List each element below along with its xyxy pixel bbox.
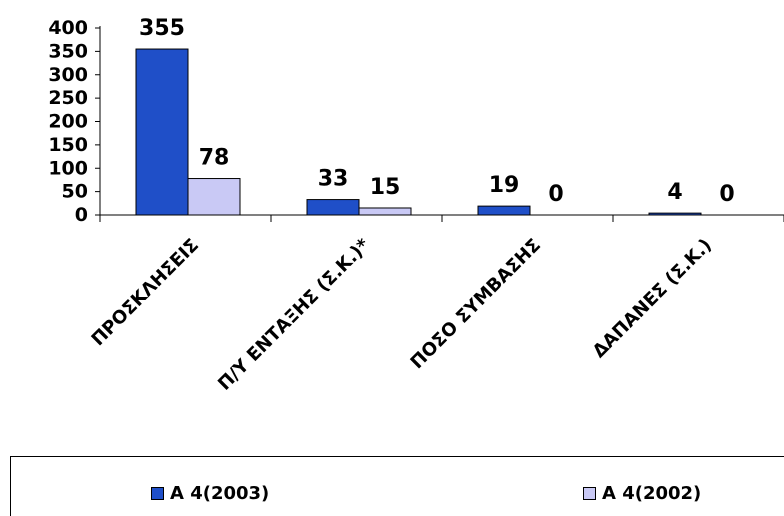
y-tick-label: 100 (48, 157, 88, 179)
data-label: 15 (370, 175, 401, 200)
legend-swatch-2003 (151, 487, 164, 500)
legend-item-2002: A 4(2002) (583, 483, 701, 504)
data-label: 33 (318, 167, 349, 192)
data-labels: 355 78 33 15 19 0 4 0 (139, 16, 735, 207)
y-tick-label: 250 (48, 87, 88, 109)
bar-2002 (358, 207, 412, 216)
y-tick-label: 200 (48, 111, 88, 133)
legend-label-2002: A 4(2002) (602, 483, 702, 504)
x-axis: ΠΡΟΣΚΛΗΣΕΙΣ Π/Υ ΕΝΤΑΞΗΣ (Σ.Κ.)* ΠΟΣΟ ΣΥΜΒΑ… (88, 214, 784, 395)
bar-2003 (306, 199, 360, 216)
bar-2002 (187, 178, 241, 216)
legend-swatch-2002 (583, 487, 596, 500)
data-label: 78 (199, 146, 230, 171)
y-tick-label: 300 (48, 64, 88, 86)
x-tick-label: Π/Υ ΕΝΤΑΞΗΣ (Σ.Κ.)* (214, 234, 374, 394)
bar-2003 (135, 48, 189, 216)
x-tick-label: ΔΑΠΑΝΕΣ (Σ.Κ.) (589, 235, 716, 362)
bars (135, 48, 702, 216)
y-tick-label: 150 (48, 134, 88, 156)
y-tick-label: 50 (62, 181, 88, 203)
data-label: 0 (719, 182, 734, 207)
y-tick-label: 400 (48, 17, 88, 39)
x-tick-label: ΠΡΟΣΚΛΗΣΕΙΣ (88, 235, 204, 351)
legend-label-2003: A 4(2003) (170, 483, 270, 504)
bar-2003 (477, 205, 531, 216)
legend: A 4(2003) A 4(2002) (10, 456, 784, 516)
x-tick-label: ΠΟΣΟ ΣΥΜΒΑΣΗΣ (407, 235, 545, 373)
y-tick-label: 350 (48, 40, 88, 62)
legend-item-2003: A 4(2003) (151, 483, 269, 504)
data-label: 4 (667, 180, 682, 205)
data-label: 19 (489, 173, 520, 198)
data-label: 355 (139, 16, 185, 41)
data-label: 0 (548, 182, 563, 207)
y-tick-label: 0 (75, 204, 88, 226)
